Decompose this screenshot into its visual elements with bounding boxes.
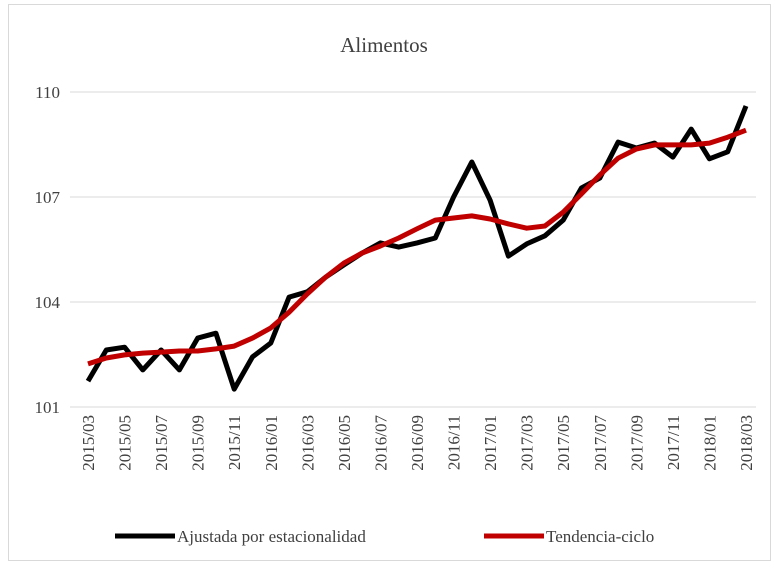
x-tick-label: 2017/07 <box>591 415 610 471</box>
x-tick-label: 2016/11 <box>445 415 464 470</box>
x-tick-label: 2018/03 <box>737 415 756 471</box>
x-tick-label: 2015/09 <box>189 415 208 471</box>
x-tick-label: 2016/05 <box>335 415 354 471</box>
x-tick-label: 2017/09 <box>627 415 646 471</box>
legend-label: Tendencia-ciclo <box>546 527 654 546</box>
legend-label: Ajustada por estacionalidad <box>177 527 366 546</box>
y-tick-label: 110 <box>35 83 60 102</box>
chart-title: Alimentos <box>340 33 428 57</box>
x-tick-label: 2017/05 <box>554 415 573 471</box>
x-tick-label: 2017/03 <box>518 415 537 471</box>
y-tick-label: 101 <box>35 398 61 417</box>
x-tick-label: 2016/01 <box>262 415 281 471</box>
x-tick-label: 2017/01 <box>481 415 500 471</box>
x-tick-label: 2016/07 <box>371 415 390 471</box>
chart-border <box>8 4 771 561</box>
y-tick-label: 107 <box>35 188 61 207</box>
x-tick-label: 2016/09 <box>408 415 427 471</box>
x-tick-label: 2015/07 <box>152 415 171 471</box>
y-tick-label: 104 <box>35 293 61 312</box>
x-tick-label: 2015/03 <box>79 415 98 471</box>
x-tick-label: 2016/03 <box>298 415 317 471</box>
x-tick-label: 2017/11 <box>664 415 683 470</box>
x-tick-label: 2018/01 <box>700 415 719 471</box>
series-line <box>87 127 747 367</box>
x-tick-label: 2015/05 <box>116 415 135 471</box>
x-tick-label: 2015/11 <box>225 415 244 470</box>
